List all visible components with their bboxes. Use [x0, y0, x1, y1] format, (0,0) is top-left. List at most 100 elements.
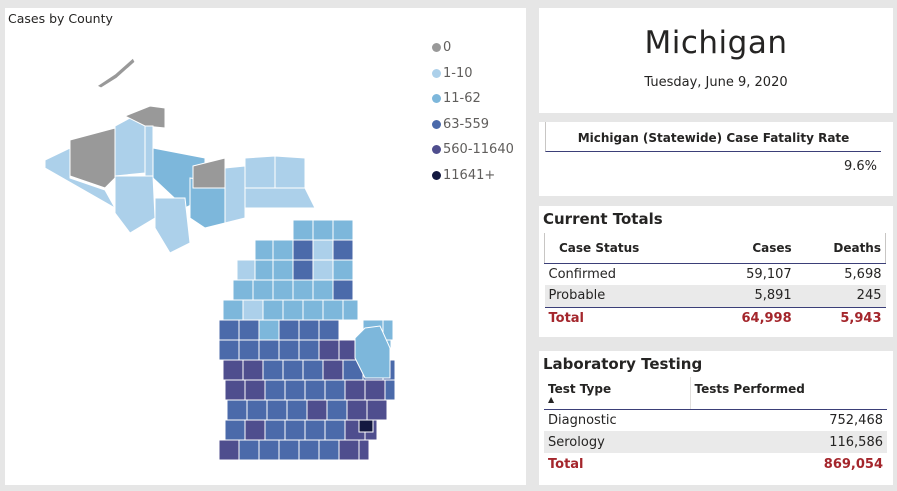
county-shape[interactable]	[354, 325, 391, 379]
county-shape[interactable]	[252, 279, 274, 301]
county-shape[interactable]	[238, 339, 260, 361]
county-shape[interactable]	[282, 359, 304, 381]
county-shape[interactable]	[302, 299, 324, 321]
cfr-header[interactable]: Michigan (Statewide) Case Fatality Rate	[545, 122, 881, 152]
county-shape[interactable]	[292, 219, 314, 241]
county-shape[interactable]	[384, 379, 396, 401]
county-shape[interactable]	[324, 379, 346, 401]
table-row[interactable]: Probable 5,891 245	[544, 285, 886, 307]
county-shape[interactable]	[242, 299, 264, 321]
legend-item-560-11640[interactable]: 560-11640	[432, 137, 514, 163]
county-shape[interactable]	[144, 125, 154, 179]
county-shape[interactable]	[226, 399, 248, 421]
county-shape[interactable]	[312, 239, 334, 261]
county-shape[interactable]	[346, 399, 368, 421]
county-shape[interactable]	[286, 399, 308, 421]
county-shape[interactable]	[254, 239, 276, 261]
county-shape[interactable]	[123, 105, 166, 129]
county-shape[interactable]	[342, 299, 359, 321]
county-shape[interactable]	[232, 279, 254, 301]
county-shape[interactable]	[244, 419, 266, 441]
county-shape[interactable]	[278, 339, 300, 361]
county-shape[interactable]	[292, 279, 314, 301]
county-shape[interactable]	[318, 339, 340, 361]
county-shape[interactable]	[332, 219, 354, 241]
county-shape[interactable]	[262, 299, 284, 321]
county-shape[interactable]	[332, 239, 354, 261]
county-shape[interactable]	[322, 359, 344, 381]
county-shape[interactable]	[258, 439, 280, 461]
county-shape[interactable]	[292, 239, 314, 261]
county-shape[interactable]	[272, 239, 294, 261]
county-shape[interactable]	[274, 155, 306, 189]
county-shape[interactable]	[324, 419, 346, 441]
legend-item-11641-plus[interactable]: 11641+	[432, 163, 514, 189]
county-shape[interactable]	[318, 439, 340, 461]
county-shape[interactable]	[322, 299, 344, 321]
county-shape[interactable]	[114, 175, 156, 234]
county-shape[interactable]	[366, 399, 388, 421]
county-shape[interactable]	[272, 279, 294, 301]
county-shape[interactable]	[318, 319, 340, 341]
county-shape[interactable]	[302, 359, 324, 381]
county-shape[interactable]	[222, 359, 244, 381]
county-shape[interactable]	[284, 419, 306, 441]
county-shape[interactable]	[344, 379, 366, 401]
county-shape[interactable]	[278, 439, 300, 461]
table-row[interactable]: Diagnostic 752,468	[544, 409, 887, 431]
county-shape[interactable]	[244, 155, 276, 189]
county-shape[interactable]	[304, 419, 326, 441]
county-shape[interactable]	[272, 259, 294, 281]
county-shape[interactable]	[244, 379, 266, 401]
county-shape[interactable]	[282, 299, 304, 321]
table-row[interactable]: Serology 116,586	[544, 431, 887, 453]
county-shape[interactable]	[306, 399, 328, 421]
county-shape[interactable]	[358, 439, 370, 461]
column-header-tests-performed[interactable]: Tests Performed	[689, 377, 887, 410]
county-shape[interactable]	[242, 359, 264, 381]
legend-item-11-62[interactable]: 11-62	[432, 86, 514, 112]
county-shape[interactable]	[332, 259, 354, 281]
column-header-case-status[interactable]: Case Status	[543, 233, 703, 264]
county-shape[interactable]	[218, 439, 240, 461]
county-shape[interactable]	[266, 399, 288, 421]
county-shape[interactable]	[312, 259, 334, 281]
county-shape[interactable]	[298, 319, 320, 341]
county-shape[interactable]	[312, 279, 334, 301]
county-shape[interactable]	[218, 319, 240, 341]
county-shape[interactable]	[284, 379, 306, 401]
county-shape[interactable]	[244, 187, 316, 209]
county-shape[interactable]	[258, 319, 280, 341]
table-row[interactable]: Confirmed 59,107 5,698	[545, 263, 886, 285]
county-shape[interactable]	[238, 319, 260, 341]
county-shape[interactable]	[264, 379, 286, 401]
column-header-cases[interactable]: Cases	[702, 233, 796, 264]
county-shape[interactable]	[298, 439, 320, 461]
county-shape[interactable]	[238, 439, 260, 461]
county-shape[interactable]	[254, 259, 276, 281]
county-shape[interactable]	[154, 197, 191, 254]
column-header-deaths[interactable]: Deaths	[795, 233, 886, 264]
county-shape[interactable]	[222, 299, 244, 321]
county-shape[interactable]	[304, 379, 326, 401]
county-shape[interactable]	[262, 359, 284, 381]
county-shape[interactable]	[264, 419, 286, 441]
legend-item-63-559[interactable]: 63-559	[432, 112, 514, 138]
county-shape[interactable]	[224, 379, 246, 401]
michigan-county-map[interactable]	[5, 8, 526, 485]
legend-item-0[interactable]: 0	[432, 35, 514, 61]
column-header-test-type[interactable]: Test Type ▲	[544, 377, 690, 410]
county-shape[interactable]	[69, 127, 116, 189]
county-shape[interactable]	[246, 399, 268, 421]
county-shape[interactable]	[224, 165, 246, 224]
county-shape[interactable]	[298, 339, 320, 361]
county-shape[interactable]	[312, 219, 334, 241]
county-shape[interactable]	[278, 319, 300, 341]
county-shape[interactable]	[258, 339, 280, 361]
county-shape[interactable]	[218, 339, 240, 361]
county-shape[interactable]	[292, 259, 314, 281]
county-shape[interactable]	[326, 399, 348, 421]
county-shape[interactable]	[358, 419, 374, 433]
county-shape[interactable]	[338, 439, 360, 461]
county-shape[interactable]	[224, 419, 246, 441]
